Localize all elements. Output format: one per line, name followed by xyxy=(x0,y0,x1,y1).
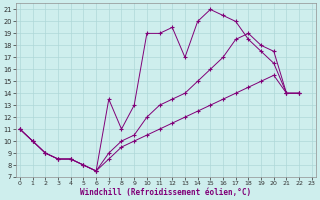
X-axis label: Windchill (Refroidissement éolien,°C): Windchill (Refroidissement éolien,°C) xyxy=(80,188,252,197)
